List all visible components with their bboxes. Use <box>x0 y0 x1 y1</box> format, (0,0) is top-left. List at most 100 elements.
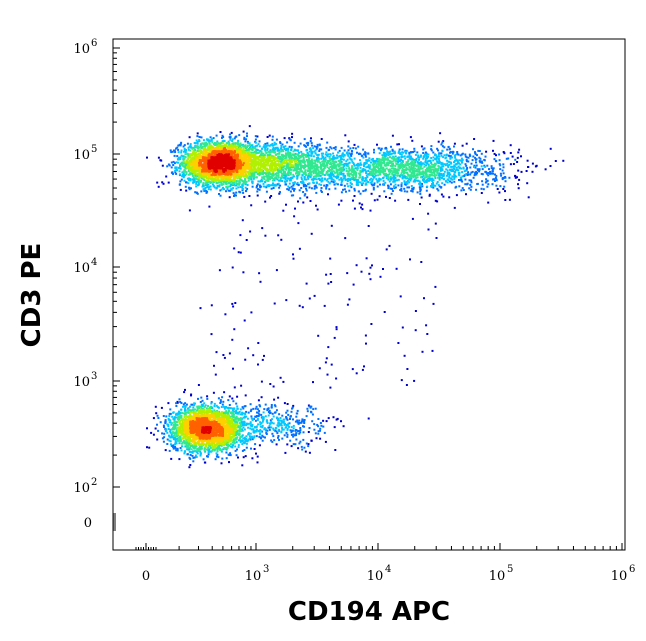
event-dot <box>169 412 172 415</box>
event-dot <box>390 157 393 160</box>
event-dot <box>247 422 250 425</box>
event-dot <box>302 182 305 185</box>
event-dot <box>247 439 250 442</box>
event-dot <box>405 167 408 170</box>
event-dot <box>287 422 290 425</box>
event-dot <box>456 160 459 163</box>
event-dot <box>191 178 194 181</box>
event-dot <box>461 180 464 183</box>
event-dot <box>389 177 392 180</box>
event-dot <box>306 155 309 158</box>
event-dot <box>306 196 309 199</box>
event-dot <box>218 269 221 272</box>
event-dot <box>428 173 431 176</box>
event-dot <box>172 160 175 163</box>
event-dot <box>479 160 482 163</box>
event-dot <box>247 148 250 151</box>
event-dot <box>330 281 333 283</box>
event-dot <box>199 450 202 453</box>
event-dot <box>356 167 359 170</box>
event-dot <box>365 170 368 173</box>
event-dot <box>353 207 356 210</box>
event-dot <box>269 196 271 199</box>
event-dot <box>255 148 258 151</box>
event-dot <box>245 415 248 418</box>
event-dot <box>435 182 438 185</box>
event-dot <box>296 157 299 160</box>
event-dot <box>268 157 270 160</box>
event-dot <box>249 146 252 148</box>
event-dot <box>198 407 201 410</box>
event-dot <box>504 180 507 183</box>
event-dot <box>166 443 169 445</box>
event-dot <box>252 436 255 439</box>
event-dot <box>266 153 269 156</box>
event-dot <box>184 445 187 448</box>
event-dot <box>248 195 251 197</box>
event-dot <box>281 143 284 146</box>
event-dot <box>156 423 158 426</box>
event-dot <box>391 164 394 167</box>
event-dot <box>376 198 379 201</box>
event-dot <box>308 297 311 300</box>
event-dot <box>192 147 195 150</box>
event-dot <box>187 148 190 151</box>
event-dot <box>383 311 386 313</box>
event-dot <box>186 439 189 442</box>
event-dot <box>299 440 302 443</box>
event-dot <box>369 278 372 281</box>
event-dot <box>246 440 249 443</box>
event-dot <box>247 172 250 175</box>
event-dot <box>348 161 351 164</box>
event-dot <box>250 169 253 172</box>
event-dot <box>379 275 382 278</box>
event-dot <box>544 168 547 171</box>
event-dot <box>462 167 465 170</box>
event-dot <box>247 151 250 154</box>
event-dot <box>345 170 348 172</box>
event-dot <box>411 168 414 171</box>
event-dot <box>461 187 464 190</box>
event-dot <box>394 151 397 154</box>
event-dot <box>313 428 316 431</box>
event-dot <box>484 181 487 184</box>
event-dot <box>385 195 387 198</box>
event-dot <box>157 417 160 419</box>
event-dot <box>241 423 244 426</box>
event-dot <box>225 443 228 445</box>
event-dot <box>319 422 322 424</box>
event-dot <box>245 435 248 438</box>
event-dot <box>373 151 375 154</box>
event-dot <box>163 432 166 435</box>
event-dot <box>252 407 255 410</box>
event-dot <box>465 156 468 159</box>
event-dot <box>412 167 415 169</box>
event-dot <box>410 177 412 180</box>
event-dot <box>250 204 253 207</box>
event-dot <box>184 413 187 416</box>
event-dot <box>298 247 301 250</box>
event-dot <box>305 442 308 445</box>
event-dot <box>297 430 299 433</box>
event-dot <box>346 172 349 175</box>
event-dot <box>227 399 230 402</box>
event-dot <box>446 174 448 177</box>
event-dot <box>365 183 368 186</box>
event-dot <box>211 141 214 144</box>
event-dot <box>328 148 330 151</box>
event-dot <box>257 169 260 172</box>
event-dot <box>464 178 467 181</box>
event-dot <box>169 430 172 433</box>
event-dot <box>210 304 213 307</box>
event-dot <box>274 164 277 167</box>
event-dot <box>383 172 386 175</box>
event-dot <box>268 171 271 174</box>
event-dot <box>335 326 338 329</box>
event-dot <box>380 165 383 168</box>
event-dot <box>213 402 216 405</box>
event-dot <box>298 442 301 445</box>
event-dot <box>314 175 316 178</box>
event-dot <box>174 170 177 172</box>
event-dot <box>235 415 238 418</box>
event-dot <box>292 184 295 187</box>
